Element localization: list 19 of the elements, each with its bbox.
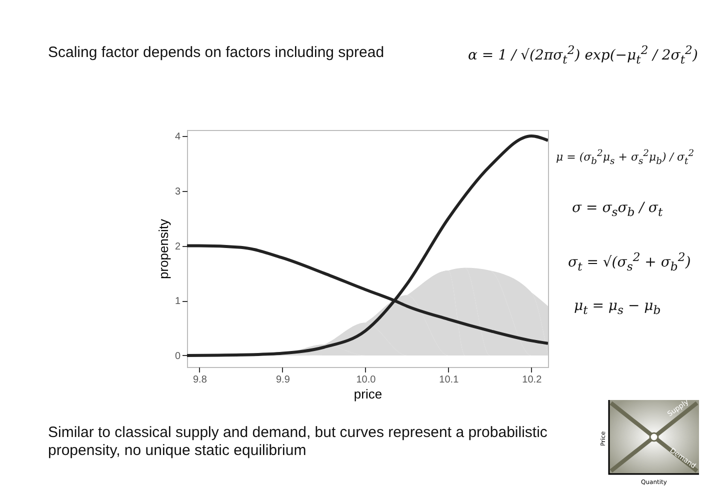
y-tick-label: 1 (174, 296, 181, 308)
line-series (187, 134, 548, 357)
text: Similar to classical supply and demand, but curves represent a probabilistic propensity, no unique static equilibrium (48, 424, 548, 460)
y-tick-label: 4 (174, 132, 181, 143)
y-tick-label: 3 (174, 186, 181, 198)
text: μ$_{t}$ = μ$_{s}$ − μ$_{b}$ (574, 298, 661, 317)
y-axis-title: propensity (156, 218, 171, 279)
x-tick-label: 10.0 (356, 374, 376, 386)
x-tick-label: 9.9 (276, 374, 290, 386)
x-tick-label: 10.2 (522, 374, 542, 386)
text: α = 1 / √(2πσ$_{t}$$^{2}$) exp(−μ$_{t}$$^{2}$ / 2σ$_{t}$$^{2}$) (468, 43, 698, 66)
y-tick-label: 2 (174, 241, 181, 252)
text: σ = σ$_{s}$σ$_{b}$ / σ$_{t}$ (572, 200, 663, 219)
text: Scaling factor depends on factors including spread (48, 44, 384, 61)
x-tick-label: 10.1 (439, 374, 460, 386)
x-axis-title: price (354, 386, 382, 402)
text: σ$_{t}$ = √(σ$_{s}$$^{2}$ + σ$_{b}$$^{2}$) (568, 250, 691, 274)
x-tick-label: 9.8 (192, 374, 208, 386)
y-tick-label: 0 (174, 350, 181, 362)
